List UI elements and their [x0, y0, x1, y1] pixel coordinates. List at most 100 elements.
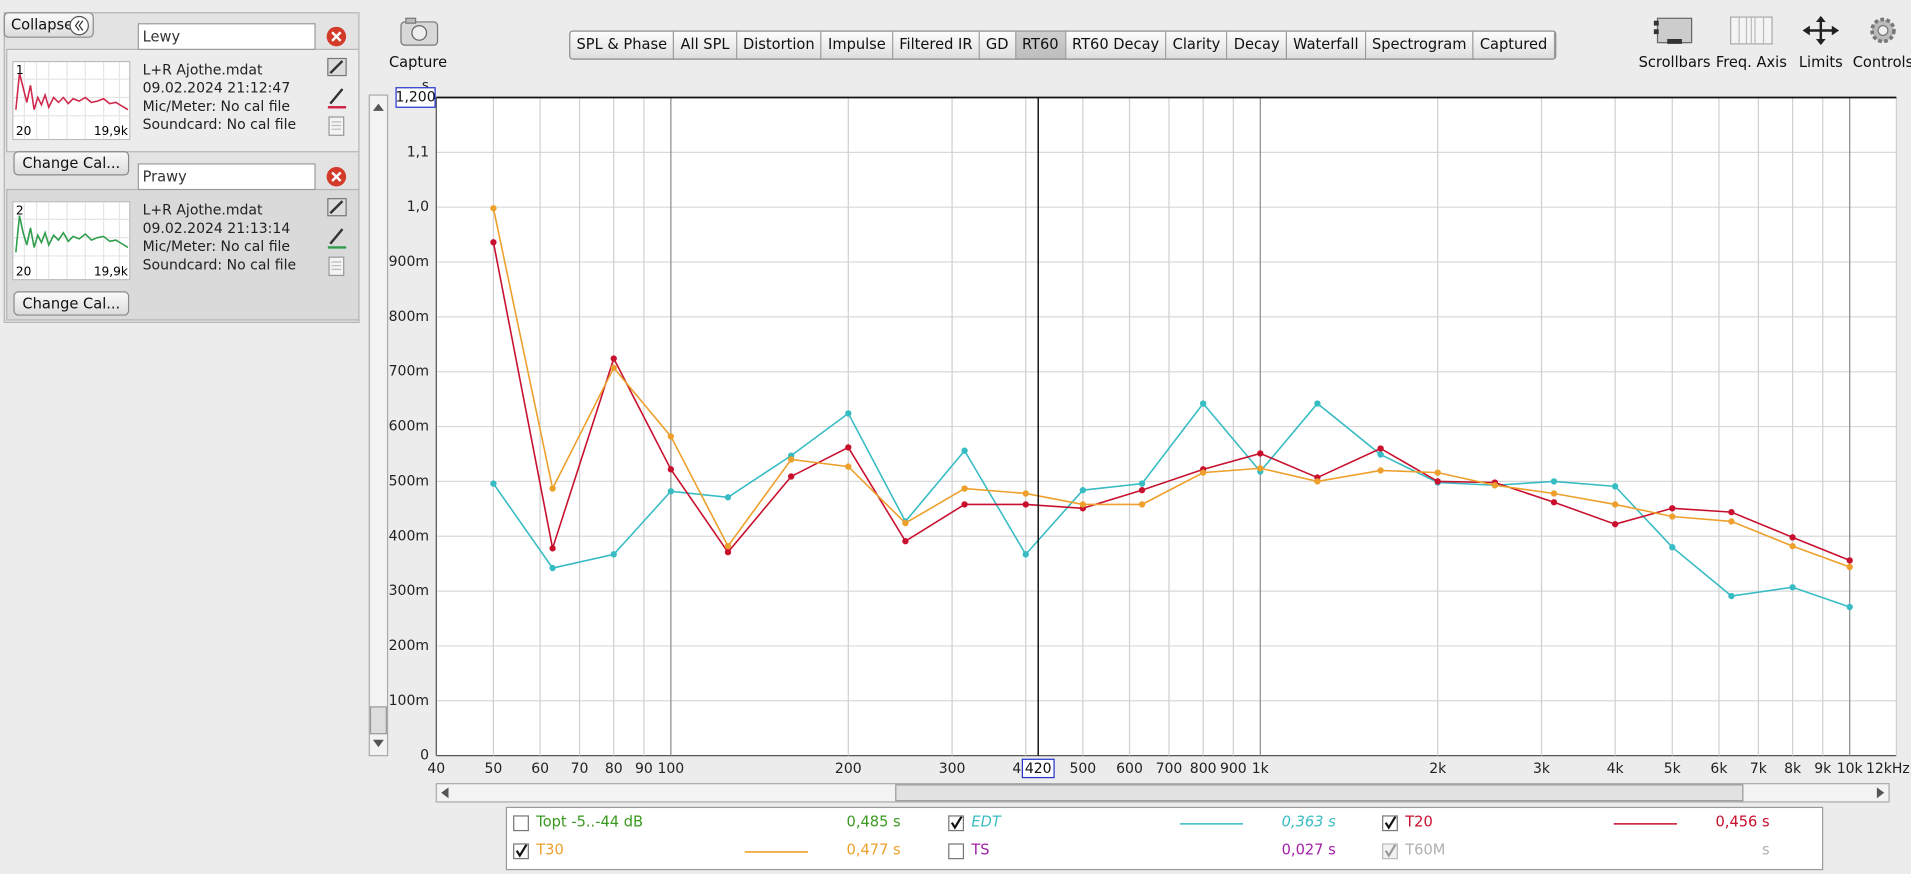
checkbox[interactable] — [1382, 815, 1398, 832]
thumb-index: 2 — [16, 203, 24, 217]
capture-label[interactable]: Capture — [388, 53, 448, 71]
data-point — [1846, 603, 1853, 611]
capture-icon[interactable] — [400, 17, 439, 46]
data-point — [1611, 501, 1619, 508]
v-scrollbar[interactable] — [368, 94, 389, 757]
checkbox[interactable] — [1382, 843, 1398, 860]
tab[interactable]: GD — [979, 31, 1016, 59]
series-line — [492, 208, 1850, 568]
x-tick-label: 80 — [605, 761, 623, 777]
tool-label[interactable]: Controls — [1852, 53, 1911, 71]
date: 09.02.2024 21:13:14 — [142, 219, 291, 237]
v-scroll-thumb[interactable] — [369, 706, 387, 735]
data-point — [1611, 483, 1619, 490]
tab[interactable]: Impulse — [821, 31, 894, 59]
data-point — [724, 494, 732, 501]
tab[interactable]: RT60 Decay — [1065, 31, 1167, 59]
tab[interactable]: Filtered IR — [893, 31, 980, 59]
data-point — [1728, 508, 1735, 516]
checkbox[interactable] — [513, 843, 529, 860]
tool-icon[interactable] — [1861, 15, 1905, 47]
x-tick-label: 8k — [1784, 761, 1802, 777]
x-tick-label: 10k — [1837, 761, 1864, 777]
change-cal-button[interactable]: Change Cal... — [13, 291, 130, 316]
data-point — [1789, 542, 1796, 550]
thumbnail: 1 20 19,9k — [12, 60, 131, 141]
entry-icons[interactable] — [327, 197, 349, 277]
tool-label[interactable]: Freq. Axis — [1715, 53, 1787, 71]
x-tick-label: 6k — [1710, 761, 1728, 777]
tab[interactable]: Clarity — [1166, 31, 1228, 59]
tab[interactable]: All SPL — [674, 31, 737, 59]
data-point — [1434, 469, 1441, 476]
legend-swatch — [1179, 823, 1244, 825]
measurement-name[interactable]: Lewy — [137, 23, 316, 50]
tab[interactable]: RT60 — [1015, 31, 1066, 59]
tab[interactable]: Spectrogram — [1365, 31, 1474, 59]
h-scroll-thumb[interactable] — [895, 784, 1744, 802]
tool-label[interactable]: Limits — [1798, 53, 1843, 71]
data-point — [845, 410, 852, 417]
y-tick-label: 1,1 — [407, 144, 429, 160]
data-point — [1728, 518, 1735, 525]
checkbox[interactable] — [948, 815, 965, 832]
tool-label[interactable]: Scrollbars — [1638, 53, 1711, 71]
data-point — [961, 485, 968, 492]
measurement-name[interactable]: Prawy — [137, 163, 316, 191]
x-tick-label: 40 — [427, 761, 445, 777]
date: 09.02.2024 21:12:47 — [142, 79, 291, 97]
y-tick-label: 700m — [389, 364, 429, 380]
data-point — [1491, 482, 1499, 489]
file-name: L+R Ajothe.mdat — [142, 201, 263, 219]
series-line — [492, 242, 1851, 562]
tab[interactable]: Captured — [1473, 31, 1555, 59]
tool-icon[interactable] — [1653, 15, 1697, 47]
data-point — [610, 355, 617, 362]
entry-icons[interactable] — [327, 57, 349, 137]
x-tick-label: 4k — [1607, 761, 1625, 777]
x-tick-label: 12kHz — [1866, 761, 1910, 777]
tool-icon[interactable] — [1729, 15, 1773, 47]
checkbox[interactable] — [513, 815, 529, 832]
y-tick-label: 1,0 — [407, 199, 429, 215]
legend-label: T30 — [536, 840, 564, 858]
data-point — [724, 548, 732, 556]
soundcard-cal: Soundcard: No cal file — [142, 255, 297, 273]
data-point — [961, 501, 968, 508]
y-tick-label: 300m — [389, 583, 429, 599]
y-tick-label: 400m — [389, 528, 429, 544]
legend-readout: 0,363 s — [1281, 812, 1336, 830]
delete-icon[interactable] — [325, 166, 347, 188]
data-point — [549, 564, 556, 572]
tab[interactable]: SPL & Phase — [570, 31, 675, 59]
tool-icon[interactable] — [1799, 15, 1843, 47]
data-point — [1550, 478, 1558, 485]
data-point — [1199, 400, 1207, 407]
tab[interactable]: Distortion — [736, 31, 822, 59]
x-tick-label: 900 — [1220, 761, 1247, 777]
data-point — [1138, 480, 1146, 487]
check-mark — [1384, 844, 1397, 858]
data-point — [1314, 478, 1321, 485]
tab[interactable]: Decay — [1227, 31, 1287, 59]
legend-readout: s — [1761, 840, 1770, 858]
legend-readout: 0,477 s — [846, 840, 901, 858]
y-tick-label: 800m — [389, 309, 429, 325]
data-point — [1789, 584, 1796, 591]
data-point — [1022, 551, 1029, 558]
data-point — [1138, 501, 1146, 508]
y-tick-label: 600m — [389, 419, 429, 435]
data-point — [1728, 592, 1735, 600]
data-point — [961, 447, 968, 454]
data-point — [1257, 450, 1264, 457]
mic-cal: Mic/Meter: No cal file — [142, 237, 291, 255]
series-line — [492, 402, 1850, 608]
collapse-icon — [69, 15, 89, 36]
change-cal-button[interactable]: Change Cal... — [13, 151, 130, 176]
delete-icon[interactable] — [325, 26, 347, 48]
tab[interactable]: Waterfall — [1286, 31, 1366, 59]
legend-readout: 0,456 s — [1715, 812, 1770, 830]
checkbox[interactable] — [948, 843, 965, 860]
data-point — [610, 551, 617, 558]
